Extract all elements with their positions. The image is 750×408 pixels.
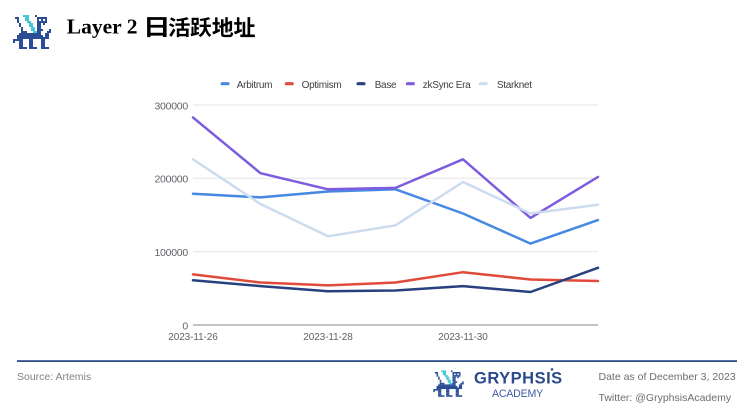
- svg-text:Layer 2: Layer 2: [67, 14, 138, 38]
- svg-text:Starknet: Starknet: [497, 80, 532, 91]
- svg-text:2023-11-28: 2023-11-28: [303, 332, 353, 343]
- svg-text:2023-11-30: 2023-11-30: [438, 332, 488, 343]
- svg-text:ACADEMY: ACADEMY: [492, 388, 543, 400]
- svg-text:200000: 200000: [154, 174, 188, 186]
- svg-text:Base: Base: [375, 80, 397, 91]
- svg-text:100000: 100000: [154, 247, 188, 259]
- svg-text:300000: 300000: [154, 100, 188, 112]
- svg-text:2023-11-26: 2023-11-26: [168, 332, 218, 343]
- svg-text:0: 0: [182, 320, 188, 332]
- svg-text:Source: Artemis: Source: Artemis: [17, 371, 91, 383]
- svg-text:Arbitrum: Arbitrum: [237, 80, 272, 91]
- svg-text:Optimism: Optimism: [302, 80, 342, 91]
- svg-text:Date as of December 3, 2023: Date as of December 3, 2023: [599, 371, 736, 383]
- svg-text:GRYPHSIS: GRYPHSIS: [474, 370, 563, 388]
- svg-text:Twitter: @GryphsisAcademy: Twitter: @GryphsisAcademy: [599, 392, 732, 404]
- svg-text:zkSync Era: zkSync Era: [423, 80, 471, 91]
